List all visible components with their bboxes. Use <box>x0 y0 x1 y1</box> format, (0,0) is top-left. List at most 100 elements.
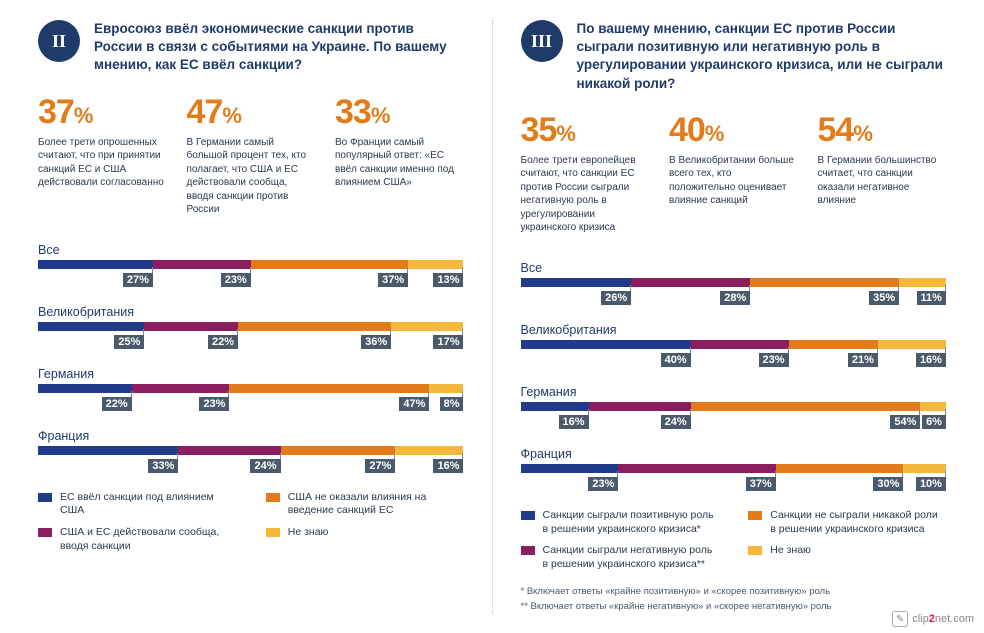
bar-segment <box>903 464 946 473</box>
question-text: Евросоюз ввёл экономические санкции прот… <box>94 20 464 75</box>
bar-segment <box>521 278 632 287</box>
bar-segment <box>789 340 878 349</box>
stat-block: 40% В Великобритании больше всего тех, к… <box>669 111 798 235</box>
legend-swatch <box>748 511 762 520</box>
bar-segment <box>229 384 429 393</box>
bar-segment-value: 25% <box>114 335 144 349</box>
legend: ЕС ввёл санкции под влиянием СШАСША и ЕС… <box>38 491 464 554</box>
bar-row: Великобритания40%23%21%16% <box>521 323 947 371</box>
stat-description: Во Франции самый популярный ответ: «ЕС в… <box>335 136 464 190</box>
legend-label: Не знаю <box>770 544 811 558</box>
bar-segment-value: 36% <box>361 335 391 349</box>
bar-segment-value: 23% <box>588 477 618 491</box>
value-row: 16%24%54%6% <box>521 415 947 433</box>
bar-segment <box>38 446 178 455</box>
bar-segment <box>38 322 144 331</box>
stat-description: В Германии самый большой процент тех, кт… <box>187 136 316 217</box>
bar-row: Германия22%23%47%8% <box>38 367 464 415</box>
bar-segment <box>178 446 280 455</box>
stat-percent: 37% <box>38 93 167 132</box>
value-row: 22%23%47%8% <box>38 397 464 415</box>
legend-label: США и ЕС действовали сообща, вводя санкц… <box>60 526 236 553</box>
legend-swatch <box>521 546 535 555</box>
bar-segment <box>429 384 463 393</box>
legend-label: Санкции сыграли негативную роль в решени… <box>543 544 719 571</box>
bar-segment-value: 6% <box>922 415 946 429</box>
bar-row: Все27%23%37%13% <box>38 243 464 291</box>
bar-segment <box>238 322 391 331</box>
legend: Санкции сыграли позитивную роль в решени… <box>521 509 947 572</box>
legend-item: Не знаю <box>748 544 946 558</box>
bar-segment-value: 47% <box>399 397 429 411</box>
legend-swatch <box>748 546 762 555</box>
value-row: 33%24%27%16% <box>38 459 464 477</box>
bar-chart: Все27%23%37%13%Великобритания25%22%36%17… <box>38 243 464 477</box>
bar-segment <box>153 260 251 269</box>
bar-segment-value: 26% <box>601 291 631 305</box>
bar-segment-value: 24% <box>250 459 280 473</box>
legend-swatch <box>521 511 535 520</box>
bar-segment <box>631 278 750 287</box>
legend-swatch <box>38 528 52 537</box>
bar-segment <box>132 384 230 393</box>
question-header: II Евросоюз ввёл экономические санкции п… <box>38 20 464 75</box>
bar-segment <box>521 464 619 473</box>
bar-segment-value: 40% <box>661 353 691 367</box>
legend-label: США не оказали влияния на введение санкц… <box>288 491 464 518</box>
stacked-bar <box>38 384 464 393</box>
bar-segment-value: 22% <box>102 397 132 411</box>
bar-segment <box>251 260 408 269</box>
stat-description: В Великобритании больше всего тех, кто п… <box>669 154 798 208</box>
stat-description: Более трети опрошенных считают, что при … <box>38 136 167 190</box>
bar-segment-value: 37% <box>746 477 776 491</box>
bar-segment <box>691 340 789 349</box>
bar-segment-value: 8% <box>440 397 464 411</box>
bar-segment-value: 16% <box>559 415 589 429</box>
stacked-bar <box>38 260 464 269</box>
stat-block: 37% Более трети опрошенных считают, что … <box>38 93 167 217</box>
stat-block: 54% В Германии большинство считает, что … <box>818 111 947 235</box>
stacked-bar <box>521 340 947 349</box>
legend-item: Санкции не сыграли никакой роли в решени… <box>748 509 946 536</box>
bar-segment <box>391 322 463 331</box>
bar-segment-value: 16% <box>916 353 946 367</box>
bar-row-label: Германия <box>521 385 947 399</box>
bar-segment-value: 27% <box>123 273 153 287</box>
stacked-bar <box>521 464 947 473</box>
bar-segment <box>691 402 921 411</box>
bar-row: Великобритания25%22%36%17% <box>38 305 464 353</box>
bar-segment <box>589 402 691 411</box>
panel-question-3: III По вашему мнению, санкции ЕС против … <box>493 20 957 614</box>
watermark: ✎ clip2net.com <box>892 611 974 627</box>
legend-item: США не оказали влияния на введение санкц… <box>266 491 464 518</box>
bar-segment-value: 22% <box>208 335 238 349</box>
footnotes: * Включает ответы «крайне позитивную» и … <box>521 585 947 614</box>
bar-segment-value: 24% <box>661 415 691 429</box>
bar-segment-value: 28% <box>720 291 750 305</box>
stat-block: 33% Во Франции самый популярный ответ: «… <box>335 93 464 217</box>
bar-segment <box>144 322 238 331</box>
bar-segment <box>750 278 899 287</box>
stat-description: Более трети европейцев считают, что санк… <box>521 154 650 235</box>
bar-row-label: Германия <box>38 367 464 381</box>
infographic-columns: II Евросоюз ввёл экономические санкции п… <box>28 20 956 614</box>
panel-question-2: II Евросоюз ввёл экономические санкции п… <box>28 20 493 614</box>
legend-label: Санкции не сыграли никакой роли в решени… <box>770 509 946 536</box>
bar-segment-value: 13% <box>433 273 463 287</box>
bar-row-label: Великобритания <box>38 305 464 319</box>
legend-item: США и ЕС действовали сообща, вводя санкц… <box>38 526 236 553</box>
bar-row-label: Все <box>521 261 947 275</box>
footnote-line: ** Включает ответы «крайне негативную» и… <box>521 600 947 614</box>
stacked-bar <box>38 446 464 455</box>
stacked-bar <box>38 322 464 331</box>
stats-row: 35% Более трети европейцев считают, что … <box>521 111 947 235</box>
question-text: По вашему мнению, санкции ЕС против Росс… <box>577 20 947 93</box>
bar-segment-value: 23% <box>221 273 251 287</box>
bar-segment <box>281 446 396 455</box>
bar-row: Франция33%24%27%16% <box>38 429 464 477</box>
clip2net-icon: ✎ <box>892 611 908 627</box>
legend-swatch <box>266 528 280 537</box>
question-number-badge: III <box>521 20 563 62</box>
bar-row-label: Франция <box>521 447 947 461</box>
bar-segment <box>38 384 132 393</box>
